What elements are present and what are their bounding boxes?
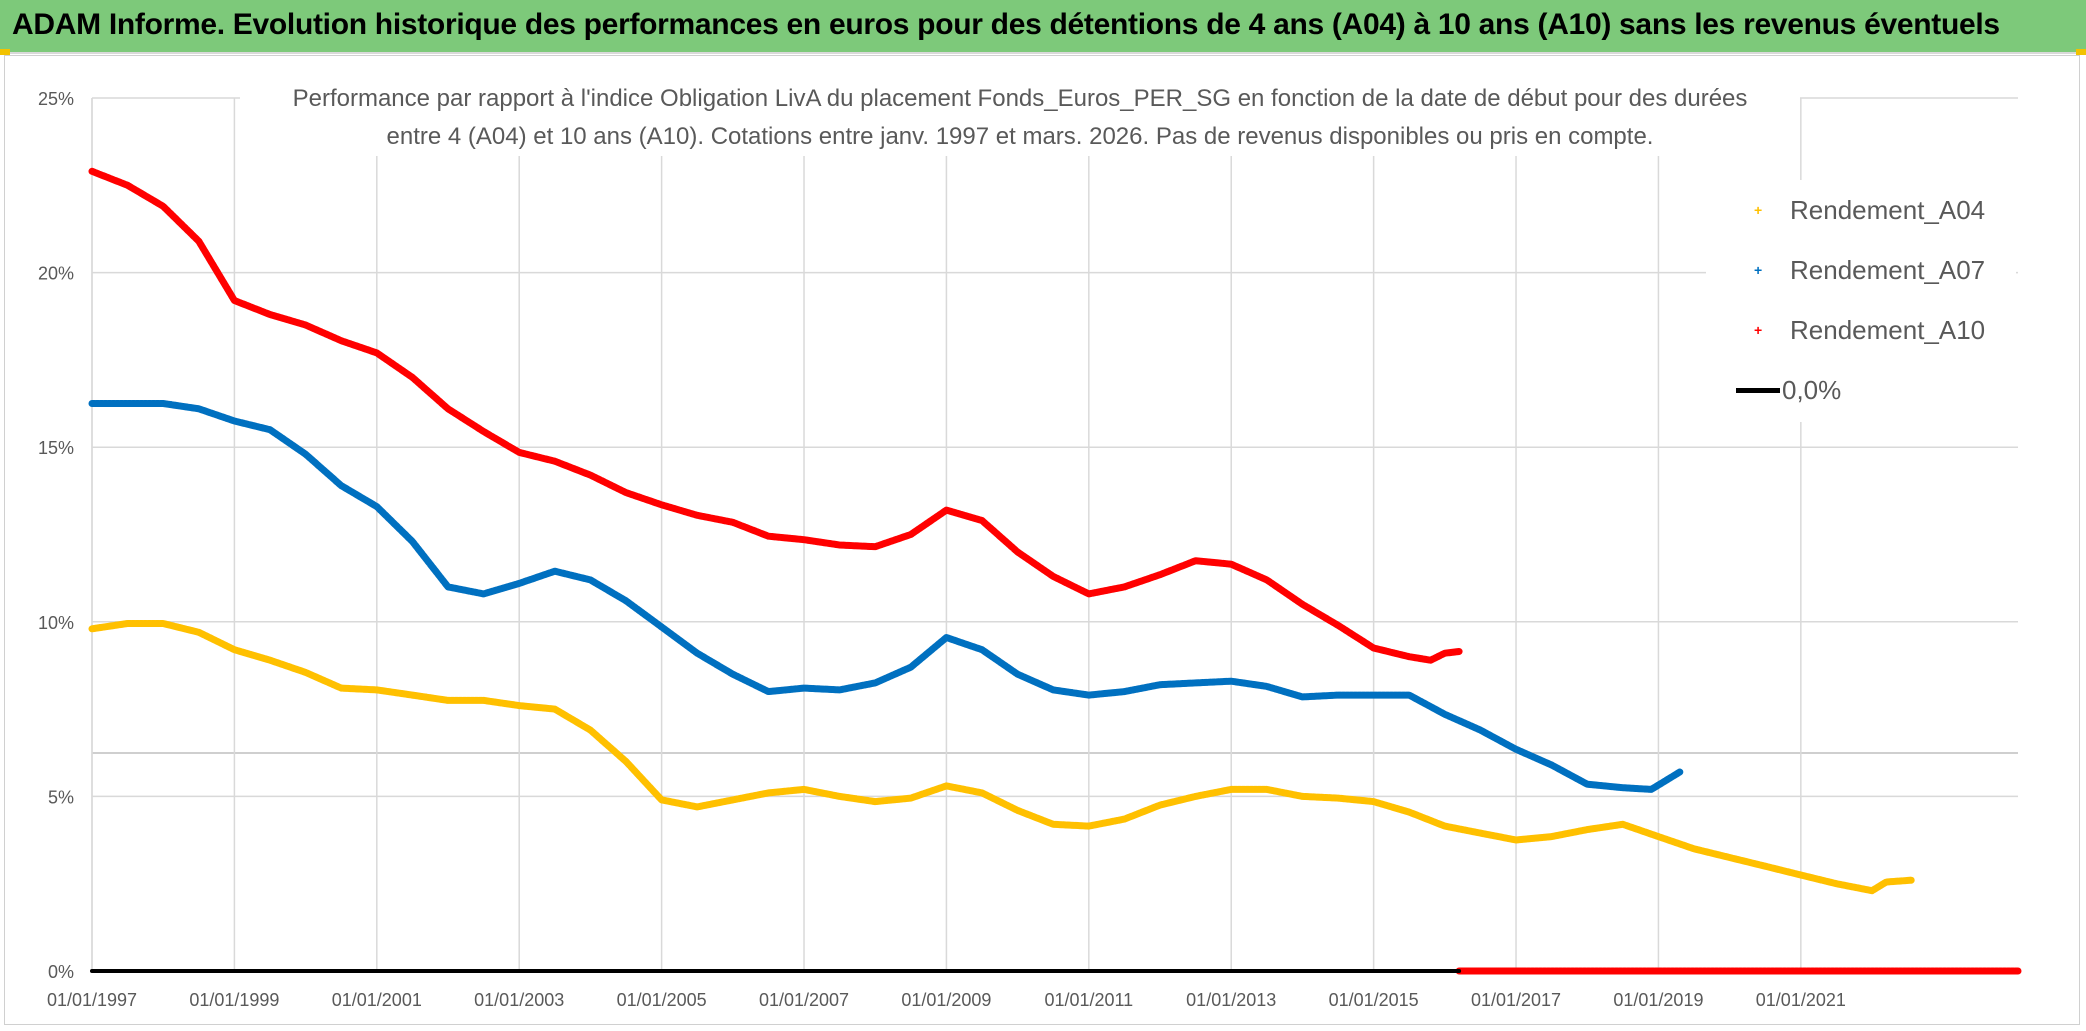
legend-marker-a04: +: [1754, 202, 1763, 218]
legend-label-a04: Rendement_A04: [1790, 194, 1986, 225]
x-tick-label: 01/01/1997: [47, 990, 137, 1010]
legend-marker-a10: +: [1754, 322, 1763, 338]
series-layer: [88, 167, 2022, 975]
x-tick-label: 01/01/2009: [901, 990, 991, 1010]
x-tick-label: 01/01/2017: [1471, 990, 1561, 1010]
legend-item-a07: + Rendement_A07: [1736, 250, 1985, 290]
chart-subtitle: Performance par rapport à l'indice Oblig…: [240, 80, 1800, 156]
legend-label-a10: Rendement_A10: [1790, 314, 1986, 345]
y-tick-label: 20%: [38, 264, 74, 284]
y-tick-label: 25%: [38, 89, 74, 109]
corner-accent-left: [0, 49, 10, 55]
y-tick-label: 0%: [48, 962, 74, 982]
chart-subtitle-line-1: Performance par rapport à l'indice Oblig…: [292, 85, 1748, 112]
x-tick-label: 01/01/2011: [1044, 990, 1133, 1010]
chart-subtitle-line-2: entre 4 (A04) et 10 ans (A10). Cotations…: [386, 123, 1654, 150]
legend-marker-zero: [1736, 370, 1780, 410]
x-tick-label: 01/01/2001: [332, 990, 422, 1010]
legend-label-zero: 0,0%: [1782, 374, 1842, 405]
legend-item-zero: 0,0%: [1736, 370, 1841, 410]
legend-marker-a07: +: [1754, 262, 1763, 278]
legend-item-a04: + Rendement_A04: [1736, 190, 1985, 230]
x-tick-label: 01/01/2021: [1756, 990, 1846, 1010]
series-line-rendement-a04: [88, 620, 1915, 895]
x-tick-label: 01/01/2007: [759, 990, 849, 1010]
x-tick-label: 01/01/2005: [617, 990, 707, 1010]
y-tick-label: 10%: [38, 613, 74, 633]
corner-accent-right: [2076, 49, 2086, 55]
x-tick-label: 01/01/2015: [1329, 990, 1419, 1010]
y-tick-label: 5%: [48, 787, 74, 807]
legend-label-a07: Rendement_A07: [1790, 254, 1986, 285]
x-tick-label: 01/01/2019: [1613, 990, 1703, 1010]
tick-label-layer: 0% 5% 10% 15% 20% 25% 01/01/1997 01/01/1999 01/0…: [38, 89, 1846, 1010]
x-tick-label: 01/01/2003: [474, 990, 564, 1010]
series-line-rendement-a10: [88, 167, 1463, 664]
chart-frame: [4, 55, 2080, 1025]
page-title: ADAM Informe. Evolution historique des p…: [12, 8, 2000, 41]
x-tick-label: 01/01/1999: [189, 990, 279, 1010]
legend-item-a10: + Rendement_A10: [1736, 310, 1985, 350]
title-bar: ADAM Informe. Evolution historique des p…: [0, 0, 2086, 54]
y-tick-label: 15%: [38, 438, 74, 458]
chart-legend: + Rendement_A04 + Rendement_A07 + Rendem…: [1706, 180, 2016, 422]
x-tick-label: 01/01/2013: [1186, 990, 1276, 1010]
series-line-rendement-a07: [88, 400, 1684, 793]
